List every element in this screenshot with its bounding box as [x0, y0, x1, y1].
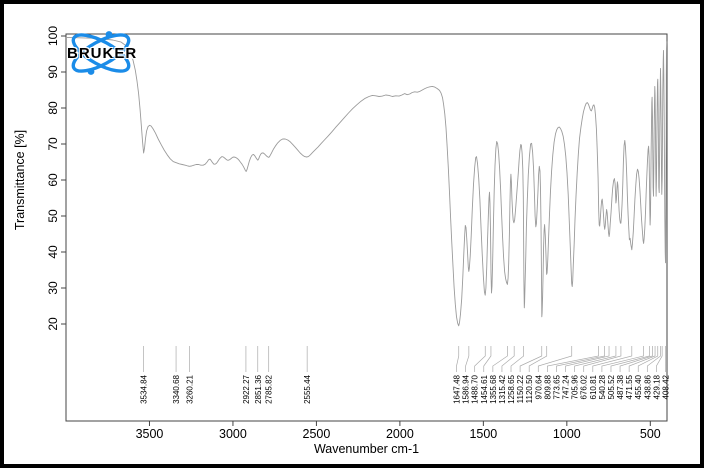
plot-frame	[65, 33, 668, 422]
peak-annotation-line	[628, 346, 656, 372]
y-tick-label: 80	[46, 101, 60, 115]
y-tick-label: 50	[46, 209, 60, 223]
peak-annotation-line	[637, 346, 659, 372]
peak-annotation-line	[574, 346, 617, 372]
peak-label: 809.88	[543, 374, 552, 399]
bruker-atom-icon	[71, 31, 131, 75]
peak-label: 705.96	[571, 374, 580, 399]
x-tick-label: 2000	[386, 427, 414, 441]
x-tick-label: 2500	[303, 427, 331, 441]
peak-annotation-line	[519, 346, 543, 372]
peak-annotation-line	[610, 346, 650, 372]
peak-label: 505.52	[607, 374, 616, 399]
peak-annotation-line	[619, 346, 653, 372]
peak-label: 1454.61	[480, 374, 489, 403]
peak-annotation-line	[556, 346, 605, 372]
peak-label: 1315.42	[498, 374, 507, 403]
peak-label: 3340.68	[172, 374, 181, 403]
peak-annotation-line	[565, 346, 610, 372]
peak-label: 1586.94	[462, 374, 471, 403]
peak-annotation-line	[483, 346, 492, 372]
peak-label: 2922.27	[242, 374, 251, 403]
peak-label: 1120.50	[525, 374, 534, 403]
y-tick-label: 40	[46, 245, 60, 259]
x-tick-label: 1500	[469, 427, 497, 441]
peak-label: 1258.65	[507, 374, 516, 403]
y-tick-label: 70	[46, 137, 60, 151]
peak-annotation-line	[583, 346, 622, 372]
peak-label: 408.42	[662, 374, 671, 399]
peak-label: 610.81	[589, 374, 598, 399]
y-tick-label: 30	[46, 281, 60, 295]
peak-annotation-line	[646, 346, 661, 372]
x-tick-label: 3000	[219, 427, 247, 441]
peak-label: 487.38	[616, 374, 625, 399]
peak-annotation-line	[510, 346, 525, 372]
x-tick-label: 500	[640, 427, 661, 441]
y-axis-title: Transmittance [%]	[13, 130, 27, 230]
peak-annotation-line	[456, 346, 460, 372]
peak-label: 3534.84	[140, 374, 149, 403]
peak-label: 676.02	[580, 374, 589, 399]
peak-label: 970.64	[534, 374, 543, 399]
x-tick-label: 3500	[136, 427, 164, 441]
bruker-logo-text: BRUKER	[67, 45, 138, 62]
peak-label: 2851.36	[254, 374, 263, 403]
peak-label: 2555.44	[303, 374, 312, 403]
peak-label: 3260.21	[186, 374, 195, 403]
peak-annotation-line	[474, 346, 486, 372]
peak-label: 540.28	[598, 374, 607, 399]
peak-annotation-line	[492, 346, 508, 372]
peak-label: 455.40	[634, 374, 643, 399]
peak-annotation-line	[656, 346, 663, 372]
y-tick-label: 60	[46, 173, 60, 187]
peak-label: 438.86	[643, 374, 652, 399]
y-tick-label: 100	[46, 26, 60, 46]
y-tick-label: 20	[46, 317, 60, 331]
peak-annotation-line	[592, 346, 633, 372]
x-axis-title: Wavenumber cm-1	[314, 442, 419, 456]
peak-label: 471.55	[625, 374, 634, 399]
peak-annotation-line	[547, 346, 599, 372]
peak-label: 747.24	[562, 374, 571, 399]
x-tick-label: 1000	[553, 427, 581, 441]
peak-annotation-line	[465, 346, 470, 372]
ir-spectrum-chart: 3500 3000 2500 2000 1500 1000 500 Wavenumber cm…	[13, 26, 671, 456]
peak-annotation-line	[601, 346, 644, 372]
bruker-logo: BRUKER	[63, 27, 149, 81]
peak-label: 1647.48	[453, 374, 462, 403]
peak-label: 2785.82	[265, 374, 274, 403]
peak-label: 773.65	[552, 374, 561, 399]
peak-annotation-line	[501, 346, 515, 372]
peak-label: 429.18	[652, 374, 661, 399]
y-tick-label: 90	[46, 65, 60, 79]
spectrum-curve	[65, 36, 668, 327]
peak-annotation-line	[537, 346, 573, 372]
peak-label: 1150.22	[516, 374, 525, 403]
peak-annotation-line	[528, 346, 548, 372]
peak-label: 1355.68	[489, 374, 498, 403]
peak-label: 1488.70	[471, 374, 480, 403]
